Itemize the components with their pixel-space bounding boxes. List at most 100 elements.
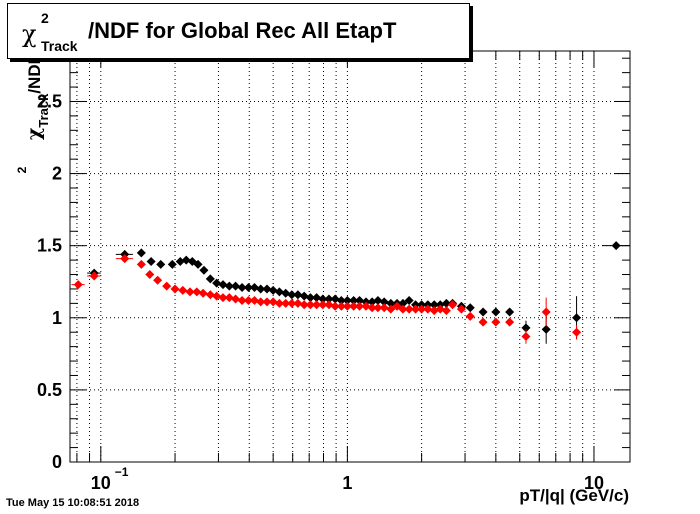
point-marker <box>249 283 259 293</box>
data-point <box>156 259 166 269</box>
point-marker <box>287 290 297 300</box>
point-marker <box>361 301 371 311</box>
data-point <box>249 283 259 293</box>
data-point <box>224 293 234 303</box>
x-tick-label: 10 <box>584 473 604 493</box>
point-marker <box>212 291 222 301</box>
point-marker <box>611 241 621 251</box>
data-point <box>456 304 466 314</box>
y-axis-text: /NDF <box>25 54 44 94</box>
point-marker <box>541 324 551 334</box>
data-point <box>145 270 155 280</box>
point-marker <box>145 270 155 280</box>
data-point <box>268 285 278 295</box>
point-marker <box>268 285 278 295</box>
data-point <box>312 293 322 303</box>
point-marker <box>521 332 531 342</box>
point-marker <box>441 306 451 316</box>
point-marker <box>218 280 228 290</box>
point-marker <box>336 301 346 311</box>
point-marker <box>312 293 322 303</box>
data-point <box>404 295 414 305</box>
data-point <box>205 290 215 300</box>
data-point <box>153 275 163 285</box>
x-axis-label: pT/|q| (GeV/c) <box>519 486 629 505</box>
point-marker <box>231 281 241 291</box>
point-marker <box>318 300 328 310</box>
point-marker <box>243 295 253 305</box>
data-point <box>505 307 515 317</box>
data-point <box>71 280 85 290</box>
point-marker <box>237 283 247 293</box>
point-marker <box>281 288 291 298</box>
data-point <box>379 303 389 313</box>
point-marker <box>379 297 389 307</box>
data-point <box>212 278 222 288</box>
data-point <box>293 298 303 308</box>
point-marker <box>153 275 163 285</box>
data-point <box>162 281 172 291</box>
point-marker <box>268 297 278 307</box>
title-sup: 2 <box>41 10 49 26</box>
point-marker <box>243 283 253 293</box>
point-marker <box>237 295 247 305</box>
data-point <box>355 295 365 305</box>
point-marker <box>404 304 414 314</box>
point-marker <box>156 259 166 269</box>
point-marker <box>435 304 445 314</box>
x-tick-label: 1 <box>342 473 352 493</box>
data-point <box>423 304 433 314</box>
data-point <box>478 317 488 327</box>
data-point <box>478 307 488 317</box>
point-marker <box>224 281 234 291</box>
point-marker <box>541 307 551 317</box>
data-point <box>386 304 396 314</box>
data-point <box>231 294 241 304</box>
point-marker <box>305 300 315 310</box>
point-marker <box>318 294 328 304</box>
data-point <box>175 257 185 267</box>
data-point <box>505 317 515 327</box>
grid-lines <box>70 51 630 462</box>
point-marker <box>367 303 377 313</box>
data-point <box>212 291 222 301</box>
point-marker <box>336 295 346 305</box>
data-point <box>136 259 146 269</box>
y-axis-sub: Track <box>36 93 51 128</box>
point-marker <box>342 301 352 311</box>
point-marker <box>572 327 582 337</box>
point-marker <box>170 284 180 294</box>
data-point <box>293 290 303 300</box>
point-marker <box>521 323 531 333</box>
y-tick-label: 2 <box>52 164 62 184</box>
point-marker <box>423 304 433 314</box>
point-marker <box>256 284 266 294</box>
point-marker <box>199 265 209 275</box>
data-point <box>330 294 340 304</box>
point-marker <box>262 297 272 307</box>
data-point <box>379 297 389 307</box>
data-point <box>205 274 215 284</box>
point-marker <box>181 255 191 265</box>
point-marker <box>305 293 315 303</box>
point-marker <box>330 294 340 304</box>
point-marker <box>146 257 156 267</box>
point-marker <box>120 254 130 264</box>
y-tick-label: 0.5 <box>37 380 62 400</box>
point-marker <box>355 295 365 305</box>
point-marker <box>404 295 414 305</box>
point-marker <box>193 259 203 269</box>
title-symbol: χ <box>22 20 37 48</box>
timestamp: Tue May 15 10:08:51 2018 <box>6 497 140 509</box>
point-marker <box>456 304 466 314</box>
data-point <box>87 271 101 281</box>
svg-text:χTrack/NDF: χTrack/NDF <box>23 54 51 140</box>
point-marker <box>441 298 451 308</box>
data-point <box>465 311 475 321</box>
chart-title-box: χ 2 Track /NDF for Global Rec All EtapT <box>7 3 470 59</box>
point-marker <box>349 295 359 305</box>
y-tick-label: 2.5 <box>37 91 62 111</box>
data-point <box>465 303 475 313</box>
point-marker <box>429 300 439 310</box>
point-marker <box>324 294 334 304</box>
